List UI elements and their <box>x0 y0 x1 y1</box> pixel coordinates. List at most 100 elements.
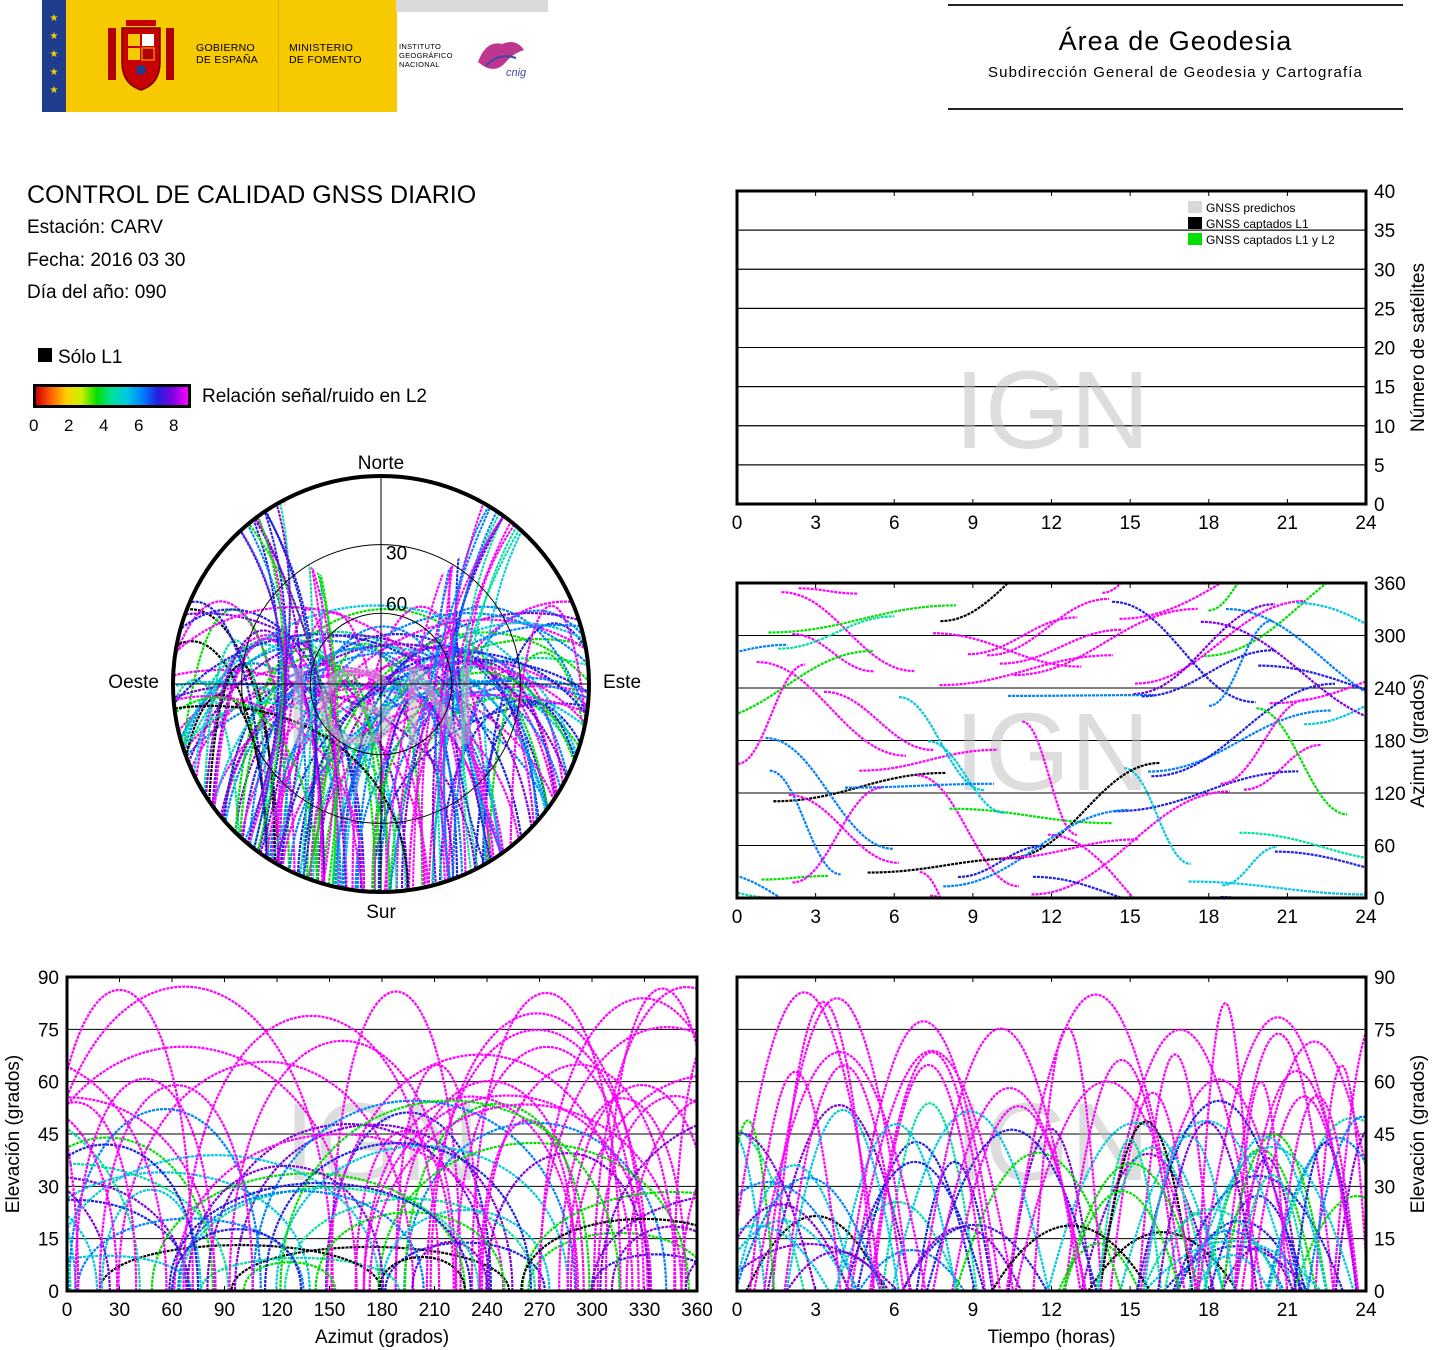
institute-text: INSTITUTO GEOGRÁFICO NACIONAL <box>399 42 453 69</box>
label-west: Oeste <box>108 672 159 693</box>
satellite-track <box>411 1241 489 1291</box>
satellite-track <box>1124 767 1191 865</box>
satellite-track <box>173 695 365 892</box>
satellite-track <box>251 1099 577 1291</box>
satellite-track <box>915 1160 994 1291</box>
x-tick-label: 21 <box>1277 907 1298 928</box>
x-tick-label: 330 <box>629 1300 661 1321</box>
satellite-track <box>898 696 984 792</box>
satellite-track <box>1005 993 1186 1291</box>
satellite-track <box>1314 1064 1366 1291</box>
satellite-track <box>766 1104 913 1291</box>
satellite-track <box>890 1110 1050 1291</box>
satellite-track <box>778 615 895 650</box>
satellite-track <box>67 1143 200 1291</box>
satellite-track <box>343 622 589 892</box>
x-tick-label: 21 <box>1277 1300 1298 1321</box>
satellite-track <box>263 662 589 892</box>
satellite-track <box>67 1101 138 1291</box>
satellite-track <box>1243 743 1322 791</box>
satellite-track <box>316 612 589 892</box>
page-title: CONTROL DE CALIDAD GNSS DIARIO <box>27 181 477 209</box>
satellite-track <box>1258 664 1366 691</box>
x-tick-label: 6 <box>889 1300 900 1321</box>
satellite-track <box>1256 707 1348 816</box>
satellite-track <box>527 1231 697 1291</box>
satellite-track <box>67 1188 111 1291</box>
satellite-track <box>1200 620 1366 718</box>
y-tick-label: 40 <box>1374 182 1395 203</box>
satellite-track <box>737 1119 776 1291</box>
x-tick-label: 150 <box>314 1300 346 1321</box>
y-tick-label: 0 <box>48 1282 59 1303</box>
satellite-track <box>1156 1121 1258 1291</box>
satellite-track <box>67 989 194 1291</box>
satellite-track <box>845 782 994 789</box>
y-tick-label: 180 <box>1374 732 1406 753</box>
satellite-track <box>967 616 1078 656</box>
x-tick-label: 15 <box>1120 1300 1141 1321</box>
satellite-track <box>1202 1135 1328 1291</box>
y-tick-label: 75 <box>38 1020 59 1041</box>
l1-only-legend: Sólo L1 <box>38 347 122 369</box>
satellite-track <box>1193 1254 1271 1291</box>
satellite-track <box>999 628 1123 665</box>
satellite-track <box>67 985 334 1291</box>
satellite-track <box>1112 600 1256 704</box>
cnig-logo-icon: cnig <box>478 42 527 79</box>
area-subtitle: Subdirección General de Geodesia y Carto… <box>988 64 1363 81</box>
ign-watermark: IGN <box>954 1081 1150 1204</box>
satellite-track <box>765 736 894 850</box>
satellite-track <box>745 1215 886 1291</box>
satellite-track <box>214 669 490 892</box>
satellite-track <box>100 1188 202 1291</box>
day-of-year-label: Día del año: 090 <box>27 282 167 303</box>
satellite-track <box>425 1029 649 1291</box>
satellite-track <box>1014 1080 1199 1291</box>
satellite-track <box>362 1095 579 1291</box>
satellite-track <box>322 638 589 892</box>
satellite-track <box>173 673 573 892</box>
satellite-track <box>1208 583 1240 612</box>
satellite-track <box>443 476 518 892</box>
satellite-track <box>407 600 589 892</box>
x-axis-label: Azimut (grados) <box>315 1327 449 1348</box>
y-tick-label: 45 <box>1374 1125 1395 1146</box>
ministry-line-2: DE FOMENTO <box>289 54 362 66</box>
satellite-track <box>1097 1138 1163 1291</box>
satellite-track <box>1142 1134 1236 1291</box>
satellite-track <box>737 663 806 765</box>
satellite-track <box>1188 880 1366 896</box>
x-tick-label: 30 <box>109 1300 130 1321</box>
satellite-track <box>229 476 291 892</box>
satellite-track <box>309 631 589 892</box>
satellite-track <box>798 587 858 595</box>
satellite-track <box>1172 1174 1344 1291</box>
satellite-track <box>756 660 907 757</box>
satellite-track <box>384 1241 546 1291</box>
satellite-track <box>927 740 1006 814</box>
satellite-track <box>1141 1208 1283 1291</box>
satellite-track <box>1293 1195 1366 1291</box>
y-tick-label: 30 <box>1374 1177 1395 1198</box>
satellite-track <box>835 1123 958 1291</box>
legend-entry: GNSS captados L1 y L2 <box>1206 233 1335 247</box>
satellite-track <box>932 632 1082 668</box>
satellite-track <box>1094 1146 1209 1291</box>
satellite-track <box>438 699 589 892</box>
legend-entry: GNSS predichos <box>1206 201 1295 215</box>
satellite-track <box>987 597 1110 657</box>
x-tick-label: 0 <box>732 513 743 534</box>
satellite-track <box>949 807 1113 825</box>
satellite-track <box>432 609 589 892</box>
satellite-track <box>67 1117 119 1291</box>
ring-label-60: 60 <box>386 594 407 615</box>
satellite-track <box>74 1077 216 1291</box>
satellite-track <box>175 608 291 892</box>
header-bottom-rule <box>948 108 1403 110</box>
satellite-track <box>1047 1121 1225 1291</box>
satellite-track <box>67 1127 141 1291</box>
satellite-track <box>916 774 1020 888</box>
